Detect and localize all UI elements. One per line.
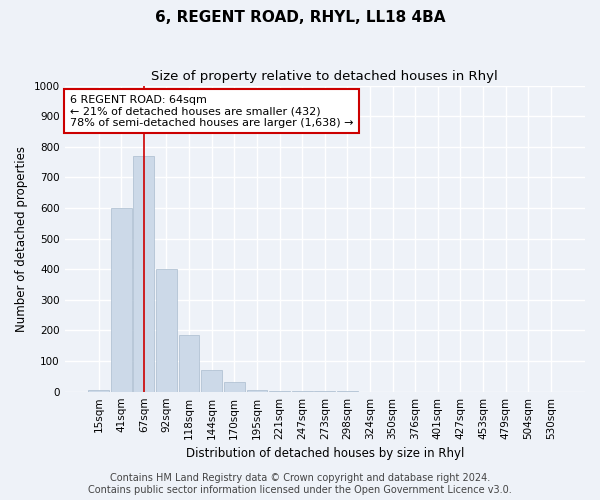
Bar [156, 269, 177, 392]
Bar [201, 370, 222, 392]
Bar [337, 391, 358, 392]
Bar [292, 391, 313, 392]
Bar [247, 390, 268, 392]
Bar [314, 391, 335, 392]
Text: 6, REGENT ROAD, RHYL, LL18 4BA: 6, REGENT ROAD, RHYL, LL18 4BA [155, 10, 445, 25]
Bar [269, 391, 290, 392]
Bar [179, 335, 199, 392]
Bar [133, 156, 154, 392]
Title: Size of property relative to detached houses in Rhyl: Size of property relative to detached ho… [151, 70, 498, 83]
Bar [224, 382, 245, 392]
Text: 6 REGENT ROAD: 64sqm
← 21% of detached houses are smaller (432)
78% of semi-deta: 6 REGENT ROAD: 64sqm ← 21% of detached h… [70, 94, 353, 128]
X-axis label: Distribution of detached houses by size in Rhyl: Distribution of detached houses by size … [185, 447, 464, 460]
Bar [88, 390, 109, 392]
Text: Contains HM Land Registry data © Crown copyright and database right 2024.
Contai: Contains HM Land Registry data © Crown c… [88, 474, 512, 495]
Y-axis label: Number of detached properties: Number of detached properties [15, 146, 28, 332]
Bar [111, 208, 131, 392]
